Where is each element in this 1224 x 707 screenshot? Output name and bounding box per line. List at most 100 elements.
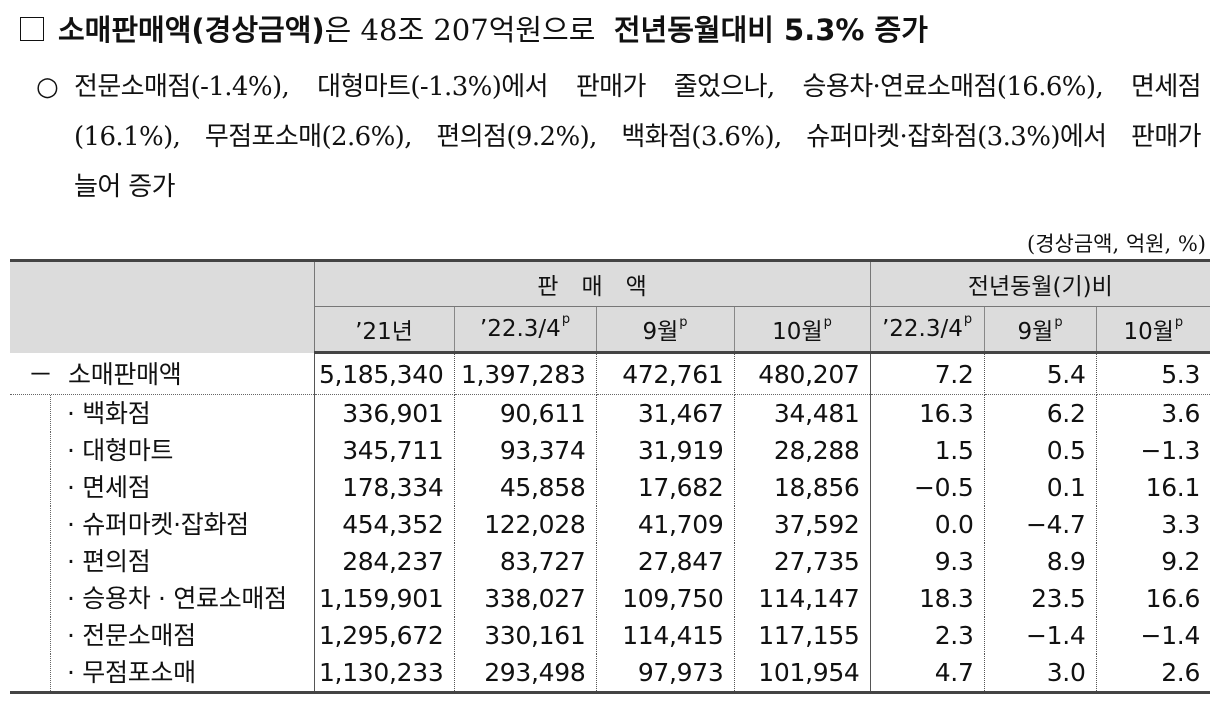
cell-value: 18.3: [870, 580, 985, 617]
row-label: · 승용차 · 연료소매점: [10, 580, 315, 617]
header-group-sales: 판 매 액: [314, 259, 871, 307]
cell-value: 101,954: [734, 654, 871, 694]
header-group-yoy: 전년동월(기)비: [870, 259, 1211, 307]
cell-value: 16.1: [1145, 473, 1201, 502]
cell-value: 3.0: [984, 654, 1097, 694]
cell-value: 9.2: [1161, 547, 1201, 576]
cell-value: 338,027: [454, 580, 597, 617]
cell-value: 1,397,283: [454, 352, 597, 395]
cell-value: 37,592: [734, 506, 871, 543]
cell-value: 454,352: [314, 506, 455, 543]
cell-value: 27,735: [734, 543, 871, 580]
cell-value: 3.3: [1161, 510, 1201, 539]
cell-value: −1.4: [984, 617, 1097, 654]
cell-value: 27,847: [596, 543, 735, 580]
summary-bullet: ○ 전문소매점(-1.4%), 대형마트(-1.3%)에서 판매가 줄었으나, …: [36, 62, 1202, 212]
cell-value: 28,288: [734, 432, 871, 469]
cell-value: −0.5: [870, 469, 985, 506]
cell-value: 2.6: [1096, 654, 1211, 694]
col-header-yoy-oct: 10월p: [1096, 306, 1211, 354]
cell-value: 345,711: [314, 432, 455, 469]
cell-value: 31,467: [596, 394, 735, 432]
cell-value: 122,028: [454, 506, 597, 543]
cell-value: 5.3: [1096, 352, 1211, 395]
section-heading: 소매판매액(경상금액)은 48조 207억원으로 전년동월대비 5.3% 증가: [20, 8, 1220, 52]
row-label: · 백화점: [10, 394, 315, 432]
header-row-columns: ’21년 ’22.3/4p 9월p 10월p ’22.3/4p 9월p 10월p: [10, 306, 1211, 354]
cell-value: 16.6: [1145, 584, 1201, 613]
cell-value: 330,161: [454, 617, 597, 654]
row-label: · 무점포소매: [10, 654, 315, 694]
cell-value: 1,130,233: [314, 654, 455, 694]
col-header-oct: 10월p: [734, 306, 871, 354]
cell-value: 18,856: [734, 469, 871, 506]
cell-value: 336,901: [314, 394, 455, 432]
cell-value: 114,415: [596, 617, 735, 654]
cell-value: 1,159,901: [314, 580, 455, 617]
table-row: · 면세점 178,334 45,858 17,682 18,856 −0.5 …: [10, 469, 1210, 506]
retail-sales-table: 판 매 액 전년동월(기)비 ’21년 ’22.3/4p 9월p 10월p ’2…: [10, 259, 1211, 694]
cell-value: 9.3: [870, 543, 985, 580]
col-header-2021: ’21년: [314, 306, 455, 354]
summary-line-2: (16.1%), 무점포소매(2.6%), 편의점(9.2%), 백화점(3.6…: [74, 122, 1202, 152]
row-label: · 면세점: [10, 469, 315, 506]
cell-value: 97,973: [596, 654, 735, 694]
cell-value: 34,481: [734, 394, 871, 432]
cell-value: 1,295,672: [314, 617, 455, 654]
table-row: · 슈퍼마켓·잡화점 454,352 122,028 41,709 37,592…: [10, 506, 1210, 543]
heading-subject: 소매판매액(경상금액): [58, 13, 325, 47]
table-row: · 편의점 284,237 83,727 27,847 27,735 9.3 8…: [10, 543, 1210, 580]
cell-value: 0.5: [984, 432, 1097, 469]
cell-value: 117,155: [734, 617, 871, 654]
cell-value: 23.5: [984, 580, 1097, 617]
cell-value: 7.2: [870, 352, 985, 395]
table-row: · 백화점 336,901 90,611 31,467 34,481 16.3 …: [10, 394, 1210, 432]
row-label: · 편의점: [10, 543, 315, 580]
table-row: · 전문소매점 1,295,672 330,161 114,415 117,15…: [10, 617, 1210, 654]
table-row-total: － 소매판매액 5,185,340 1,397,283 472,761 480,…: [10, 352, 1211, 395]
col-header-2022q3: ’22.3/4p: [454, 306, 597, 354]
cell-value: 293,498: [454, 654, 597, 694]
cell-value: −4.7: [984, 506, 1097, 543]
circle-bullet-icon: ○: [36, 72, 59, 102]
table-row: · 무점포소매 1,130,233 293,498 97,973 101,954…: [10, 654, 1211, 694]
row-label: － 소매판매액: [10, 352, 315, 395]
header-corner: [10, 259, 315, 353]
cell-value: 114,147: [734, 580, 871, 617]
cell-value: 472,761: [596, 352, 735, 395]
heading-amount: 은 48조 207억원으로: [324, 13, 596, 47]
cell-value: 480,207: [734, 352, 871, 395]
cell-value: 5,185,340: [314, 352, 455, 395]
checkbox-square-icon: [20, 17, 44, 41]
col-header-sep: 9월p: [596, 306, 735, 354]
cell-value: 6.2: [984, 394, 1097, 432]
cell-value: 5.4: [984, 352, 1097, 395]
cell-value: 109,750: [596, 580, 735, 617]
cell-value: 83,727: [454, 543, 597, 580]
cell-value: 3.6: [1161, 399, 1201, 428]
unit-note: (경상금액, 억원, %): [1027, 232, 1206, 256]
table-row: · 승용차 · 연료소매점 1,159,901 338,027 109,750 …: [10, 580, 1210, 617]
summary-line-3: 늘어 증가: [74, 172, 176, 202]
cell-value: 1.5: [870, 432, 985, 469]
cell-value: 8.9: [984, 543, 1097, 580]
cell-value: 284,237: [314, 543, 455, 580]
cell-value: 90,611: [454, 394, 597, 432]
cell-value: 0.0: [870, 506, 985, 543]
cell-value: 31,919: [596, 432, 735, 469]
cell-value: 0.1: [984, 469, 1097, 506]
row-label: · 대형마트: [10, 432, 315, 469]
cell-value: 93,374: [454, 432, 597, 469]
col-header-yoy-sep: 9월p: [984, 306, 1097, 354]
table-row: · 대형마트 345,711 93,374 31,919 28,288 1.5 …: [10, 432, 1210, 469]
cell-value: 4.7: [870, 654, 985, 694]
cell-value: 2.3: [870, 617, 985, 654]
row-label: · 슈퍼마켓·잡화점: [10, 506, 315, 543]
summary-line-1: 전문소매점(-1.4%), 대형마트(-1.3%)에서 판매가 줄었으나, 승용…: [74, 72, 1202, 102]
cell-value: 17,682: [596, 469, 735, 506]
header-row-groups: 판 매 액 전년동월(기)비: [10, 259, 1211, 353]
cell-value: 178,334: [314, 469, 455, 506]
cell-value: 41,709: [596, 506, 735, 543]
cell-value: −1.3: [1140, 436, 1201, 465]
row-label: · 전문소매점: [10, 617, 315, 654]
